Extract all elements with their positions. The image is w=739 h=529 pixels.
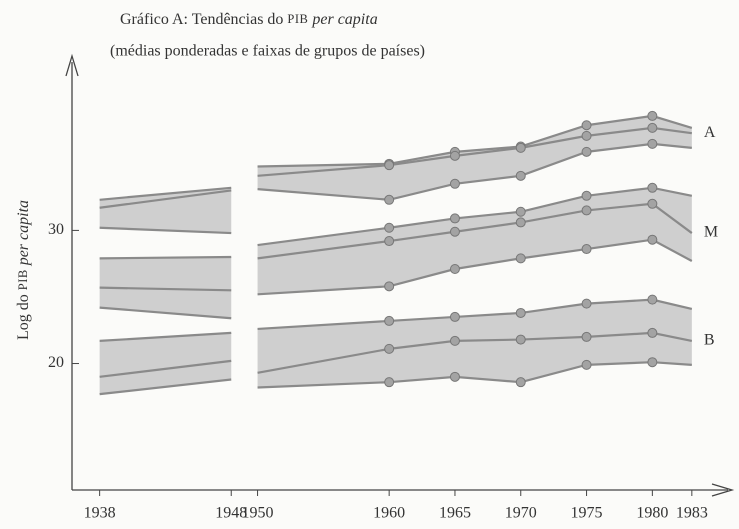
x-tick-label: 1938 — [84, 505, 116, 522]
lower-line — [99, 306, 232, 320]
x-tick-label: 1950 — [242, 505, 274, 522]
band-area — [257, 115, 692, 200]
lower-line — [99, 378, 232, 396]
y-axis-arrow — [65, 53, 79, 77]
point-marker — [449, 264, 460, 275]
x-tick-label: 1983 — [676, 505, 708, 522]
band-area — [99, 257, 232, 319]
group-label: B — [704, 332, 715, 349]
point-marker — [647, 357, 658, 368]
lower-line — [99, 226, 232, 235]
title-part: Gráfico A: Tendências do — [120, 11, 287, 28]
point-marker — [515, 206, 526, 217]
title-part: per capita — [308, 11, 377, 28]
point-marker — [515, 253, 526, 264]
x-axis-arrow — [711, 483, 735, 497]
point-marker — [384, 222, 395, 233]
point-marker — [384, 236, 395, 247]
y-tick-label: 30 — [48, 221, 64, 238]
point-marker — [647, 138, 658, 149]
point-marker — [581, 359, 592, 370]
point-marker — [384, 343, 395, 354]
point-marker — [647, 327, 658, 338]
point-marker — [515, 170, 526, 181]
point-marker — [647, 110, 658, 121]
x-tick-label: 1960 — [373, 505, 405, 522]
band-area — [99, 187, 232, 234]
y-axis-label: Log do PIB per capita — [15, 200, 32, 340]
chart-title: Gráfico A: Tendências do PIB per capita — [120, 11, 378, 28]
upper-line — [99, 331, 232, 342]
group-label: M — [704, 224, 718, 241]
point-marker — [449, 213, 460, 224]
x-tick-label: 1970 — [505, 505, 537, 522]
y-label-part: PIB — [16, 269, 30, 290]
point-marker — [581, 146, 592, 157]
point-marker — [449, 371, 460, 382]
upper-line — [99, 255, 232, 260]
band-area — [99, 332, 232, 395]
point-marker — [384, 377, 395, 388]
point-marker — [581, 190, 592, 201]
point-marker — [581, 244, 592, 255]
point-marker — [581, 298, 592, 309]
point-marker — [515, 334, 526, 345]
x-tick-label: 1975 — [571, 505, 603, 522]
x-tick-label: 1965 — [439, 505, 471, 522]
y-tick-label: 20 — [48, 354, 64, 371]
band-area — [257, 187, 692, 295]
point-marker — [384, 160, 395, 171]
point-marker — [515, 217, 526, 228]
point-marker — [449, 226, 460, 237]
point-marker — [647, 234, 658, 245]
point-marker — [515, 307, 526, 318]
title-part: PIB — [287, 12, 308, 26]
point-marker — [449, 335, 460, 346]
mean-line — [99, 189, 232, 209]
y-label-part: per capita — [15, 200, 32, 269]
point-marker — [581, 205, 592, 216]
point-marker — [581, 130, 592, 141]
mean-line — [99, 286, 232, 292]
point-marker — [384, 315, 395, 326]
x-tick-label: 1980 — [636, 505, 668, 522]
point-marker — [647, 182, 658, 193]
band-area — [257, 299, 692, 388]
point-marker — [647, 122, 658, 133]
point-marker — [647, 198, 658, 209]
group-label: A — [704, 124, 716, 141]
x-tick-label: 1948 — [215, 505, 247, 522]
point-marker — [581, 331, 592, 342]
point-marker — [384, 281, 395, 292]
point-marker — [449, 178, 460, 189]
point-marker — [384, 194, 395, 205]
point-marker — [647, 294, 658, 305]
point-marker — [515, 142, 526, 153]
point-marker — [449, 150, 460, 161]
point-marker — [449, 311, 460, 322]
point-marker — [515, 377, 526, 388]
mean-line — [99, 359, 232, 378]
upper-line — [99, 186, 232, 201]
point-marker — [581, 120, 592, 131]
chart-subtitle: (médias ponderadas e faixas de grupos de… — [110, 43, 425, 60]
y-label-part: Log do — [15, 290, 32, 340]
